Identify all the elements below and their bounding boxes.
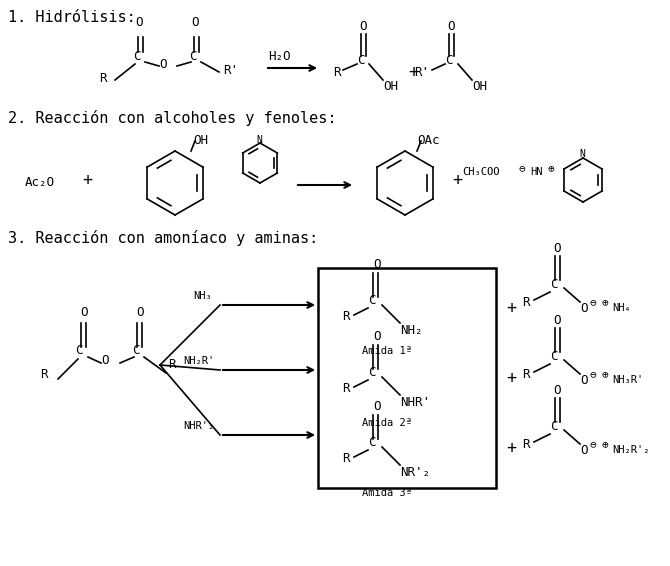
Text: NHR'₂: NHR'₂ [183, 421, 214, 431]
Text: O: O [80, 307, 88, 319]
Text: OH: OH [193, 135, 208, 148]
Text: +: + [82, 171, 92, 189]
Text: N: N [579, 149, 585, 159]
Text: ⊕: ⊕ [602, 369, 609, 379]
Text: Amida 2ª: Amida 2ª [362, 418, 412, 428]
Text: +: + [506, 439, 516, 457]
Text: R: R [333, 66, 340, 79]
Text: R': R' [223, 63, 238, 76]
Bar [318, 268, 496, 488]
Text: NH₂R'₂: NH₂R'₂ [612, 445, 649, 455]
Text: +: + [408, 63, 418, 81]
Text: NH₄: NH₄ [612, 303, 630, 313]
Text: C: C [550, 349, 557, 362]
Text: 3. Reacción con amoníaco y aminas:: 3. Reacción con amoníaco y aminas: [8, 230, 318, 246]
Text: NH₃R': NH₃R' [612, 375, 643, 385]
Text: ⊖: ⊖ [519, 163, 526, 173]
Text: HN: HN [530, 167, 543, 177]
Text: C: C [132, 345, 139, 358]
Text: O: O [373, 331, 381, 344]
Text: O: O [159, 58, 167, 71]
Text: O: O [553, 242, 561, 255]
Text: 1. Hidrólisis:: 1. Hidrólisis: [8, 11, 136, 25]
Text: ⊖: ⊖ [590, 439, 597, 449]
Text: R: R [168, 358, 176, 371]
Text: C: C [368, 294, 375, 307]
Text: R: R [342, 311, 350, 324]
Text: ⊖: ⊖ [590, 297, 597, 307]
Text: CH₃COO: CH₃COO [462, 167, 500, 177]
Text: ⊖: ⊖ [590, 369, 597, 379]
Text: ⊕: ⊕ [602, 297, 609, 307]
Text: O: O [191, 15, 198, 28]
Text: C: C [368, 367, 375, 379]
Text: C: C [133, 49, 141, 62]
Text: R: R [522, 438, 529, 451]
Text: NH₂R': NH₂R' [183, 356, 214, 366]
Text: R: R [342, 452, 350, 465]
Text: ⊕: ⊕ [548, 163, 555, 173]
Text: C: C [445, 54, 452, 66]
Text: NHR': NHR' [400, 397, 430, 409]
Text: H₂O: H₂O [268, 49, 291, 62]
Text: O: O [553, 314, 561, 327]
Text: NR'₂: NR'₂ [400, 466, 430, 479]
Text: R: R [522, 295, 529, 308]
Text: O: O [373, 259, 381, 272]
Text: N: N [256, 135, 262, 145]
Text: C: C [550, 419, 557, 432]
Text: NH₃: NH₃ [193, 291, 212, 301]
Text: C: C [75, 345, 82, 358]
Text: OAc: OAc [417, 135, 440, 148]
Text: +: + [506, 369, 516, 387]
Text: Amida 1ª: Amida 1ª [362, 346, 412, 356]
Text: O: O [101, 354, 109, 367]
Text: Ac₂O: Ac₂O [25, 177, 55, 190]
Text: C: C [357, 54, 364, 66]
Text: NH₂: NH₂ [400, 324, 423, 337]
Text: R: R [99, 71, 107, 84]
Text: O: O [135, 15, 143, 28]
Text: O: O [136, 307, 143, 319]
Text: ⊕: ⊕ [602, 439, 609, 449]
Text: O: O [447, 19, 454, 32]
Text: O: O [580, 444, 588, 457]
Text: R: R [522, 367, 529, 380]
Text: Amida 3ª: Amida 3ª [362, 488, 412, 498]
Text: O: O [580, 302, 588, 315]
Text: R': R' [414, 66, 429, 79]
Text: +: + [452, 171, 462, 189]
Text: R: R [342, 383, 350, 396]
Text: 2. Reacción con alcoholes y fenoles:: 2. Reacción con alcoholes y fenoles: [8, 110, 336, 126]
Text: +: + [506, 299, 516, 317]
Text: OH: OH [383, 79, 398, 92]
Text: O: O [373, 401, 381, 414]
Text: C: C [368, 436, 375, 449]
Text: R: R [40, 368, 48, 381]
Text: O: O [359, 19, 366, 32]
Text: C: C [189, 49, 196, 62]
Text: O: O [553, 384, 561, 397]
Text: OH: OH [472, 79, 487, 92]
Text: C: C [550, 277, 557, 290]
Text: O: O [580, 374, 588, 387]
